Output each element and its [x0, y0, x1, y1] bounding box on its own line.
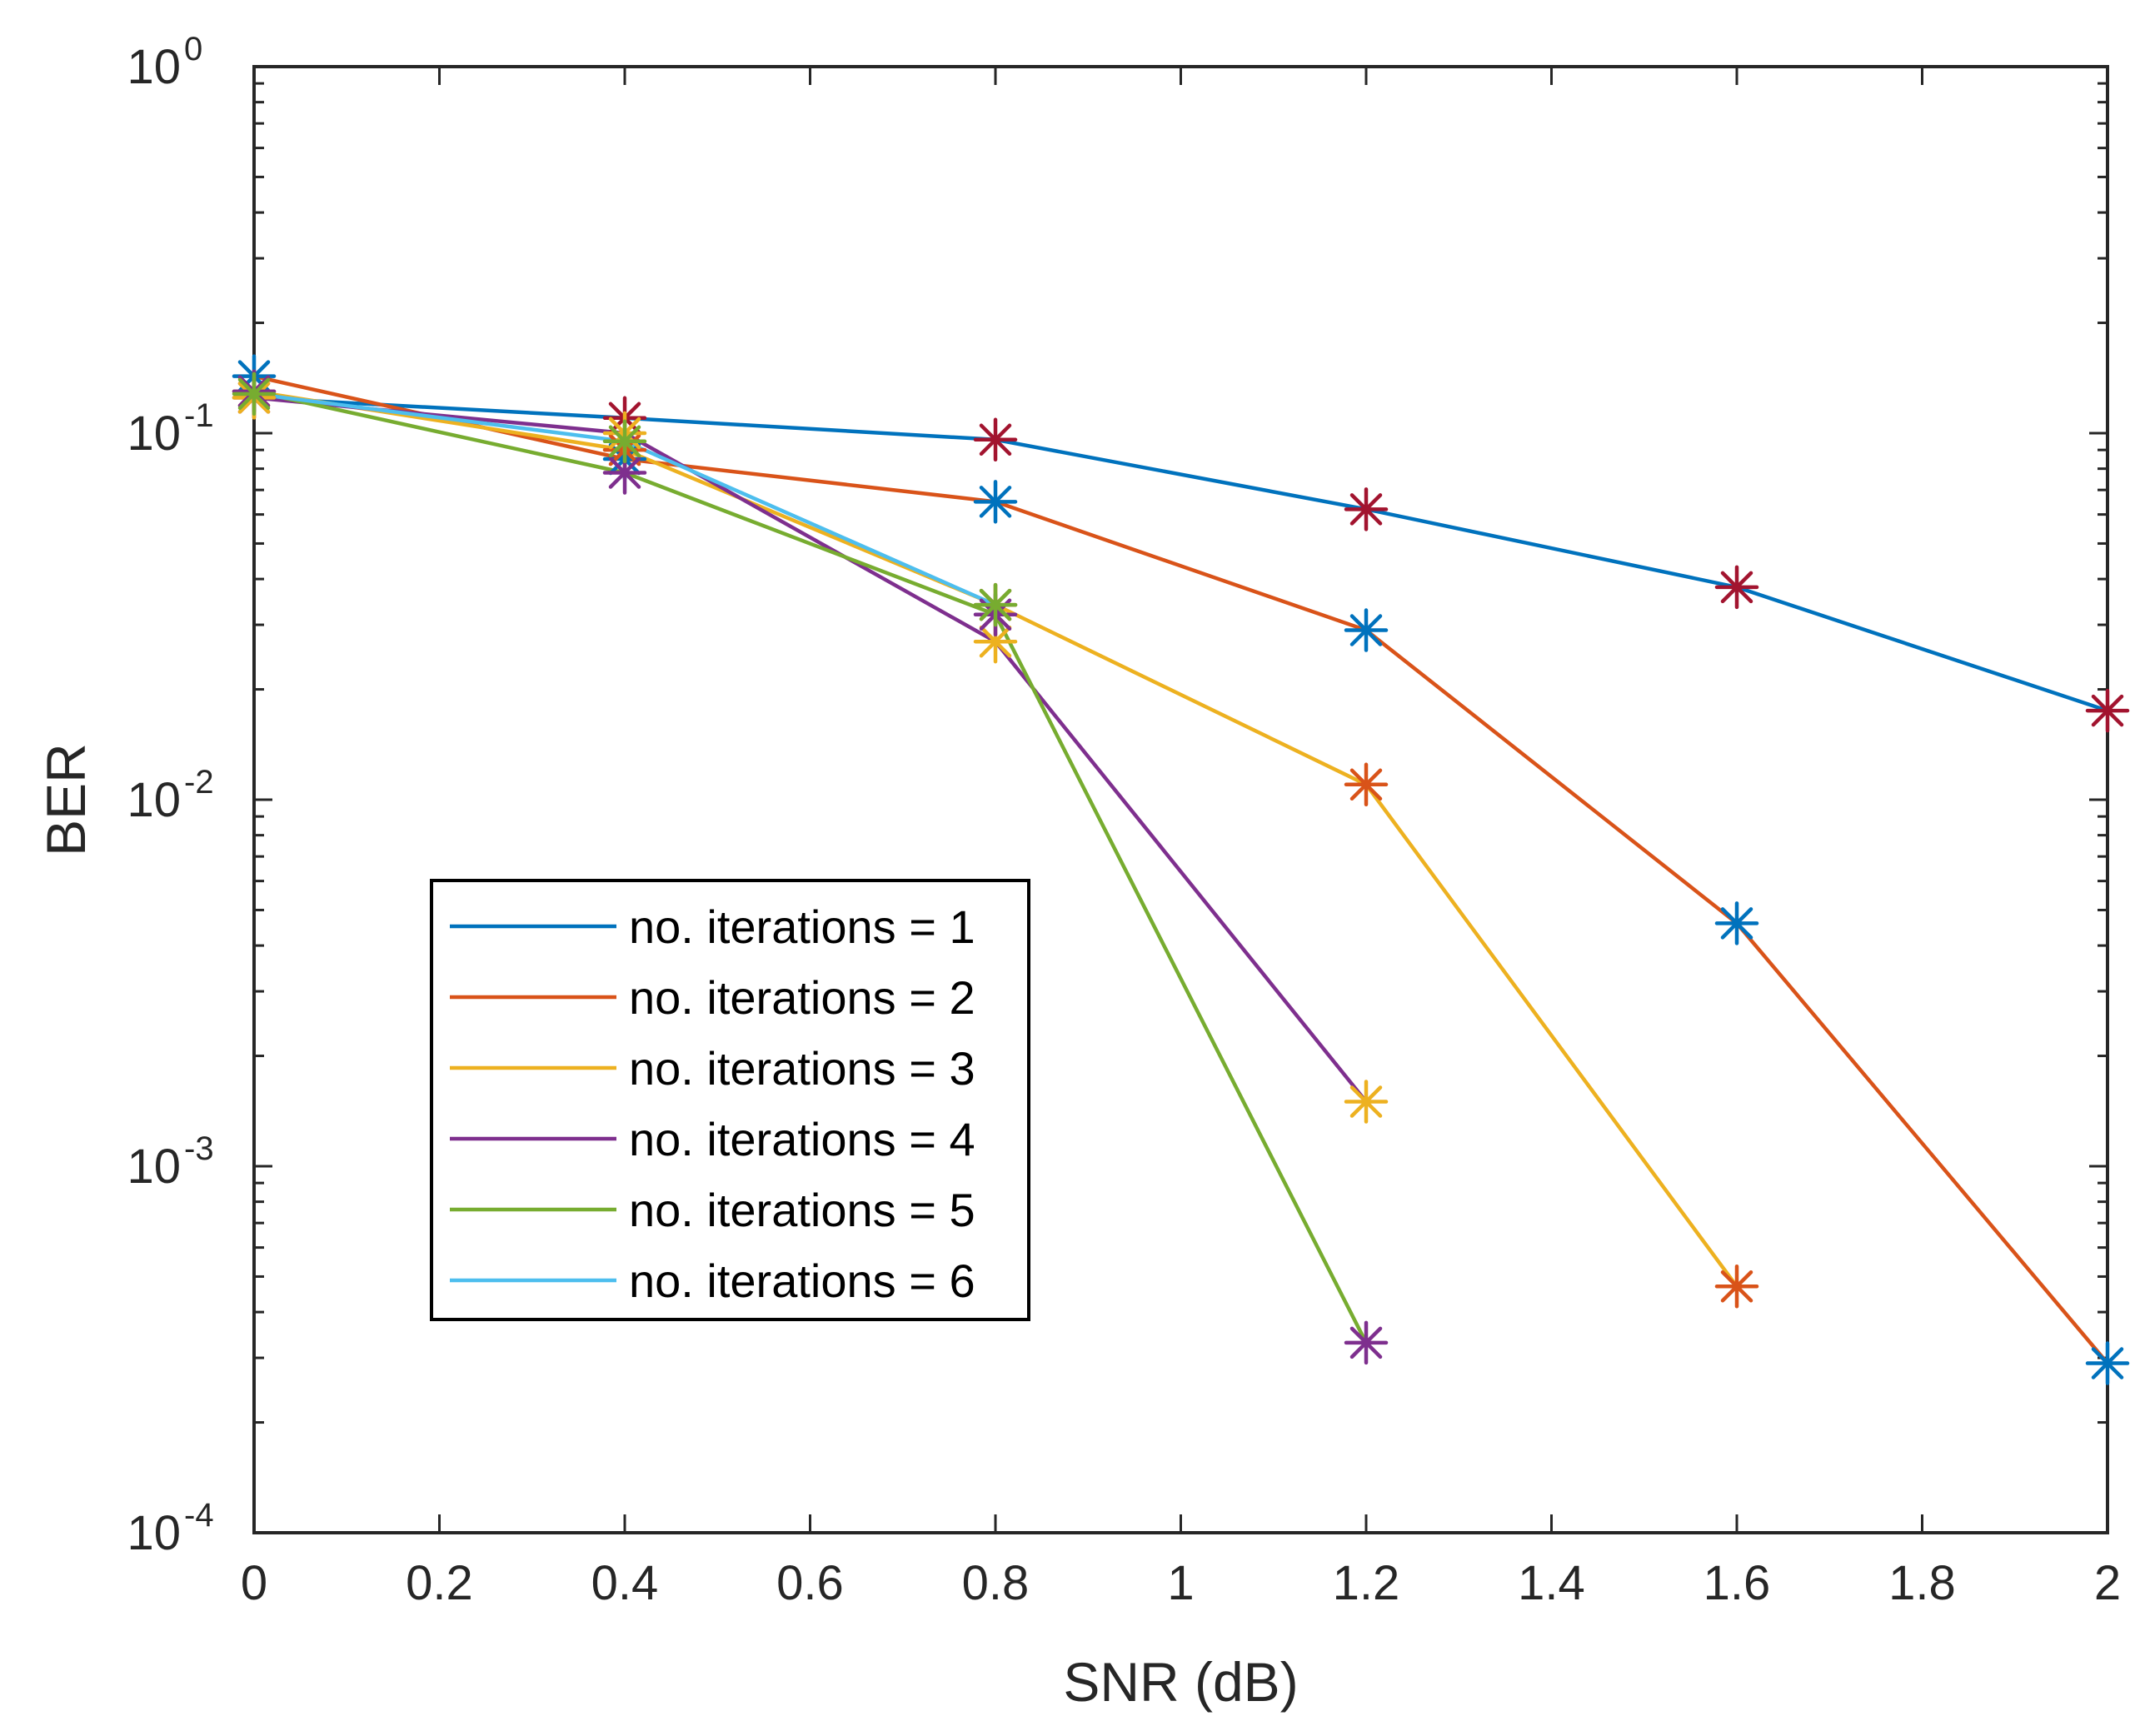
legend-item: no. iterations = 4	[450, 1113, 975, 1165]
legend-label: no. iterations = 4	[629, 1113, 975, 1165]
y-tick-label: 10	[127, 1506, 181, 1560]
x-tick-labels: 0 0.2 0.4 0.6 0.8 1 1.2 1.4 1.6 1.8 2	[241, 1556, 2121, 1610]
x-tick-label: 1.8	[1888, 1556, 1956, 1610]
y-tick-label-exponent: -3	[184, 1130, 214, 1167]
legend-item: no. iterations = 5	[450, 1184, 975, 1236]
y-tick-label: 10	[127, 407, 181, 461]
y-tick-label-exponent: 0	[184, 31, 202, 67]
legend-box	[430, 879, 1030, 1321]
y-tick-label: 10	[127, 40, 181, 94]
legend-label: no. iterations = 1	[629, 900, 975, 953]
data-point-marker	[1714, 565, 1759, 610]
y-tick-label-exponent: -1	[184, 397, 214, 434]
data-point-marker	[973, 582, 1018, 627]
legend-label: no. iterations = 2	[629, 971, 975, 1024]
x-tick-label: 1.6	[1704, 1556, 1771, 1610]
x-tick-label: 0.6	[776, 1556, 844, 1610]
y-tick-label-base: 10	[127, 40, 181, 94]
x-tick-label: 0.8	[962, 1556, 1030, 1610]
data-point-marker	[1344, 762, 1389, 807]
data-point-marker	[2085, 1341, 2130, 1385]
y-tick-label-exponent: -2	[184, 764, 214, 801]
y-tick-label-base: 10	[127, 407, 181, 461]
data-point-marker	[2085, 688, 2130, 733]
data-point-marker	[1344, 1320, 1389, 1365]
x-tick-label: 1.4	[1518, 1556, 1585, 1610]
y-tick-label-base: 10	[127, 773, 181, 827]
y-tick-label-exponent: -4	[184, 1497, 214, 1534]
series-line-1	[253, 396, 2108, 713]
legend-label: no. iterations = 5	[629, 1184, 975, 1236]
x-axis-title: SNR (dB)	[1063, 1651, 1298, 1713]
data-point-marker	[232, 372, 277, 417]
legend-item: no. iterations = 1	[450, 900, 975, 953]
data-point-marker	[973, 480, 1018, 524]
data-point-marker	[973, 417, 1018, 462]
legend-item: no. iterations = 3	[450, 1042, 975, 1095]
legend-item: no. iterations = 6	[450, 1255, 975, 1307]
series-line-4	[253, 396, 1368, 1103]
y-tick-label: 10	[127, 1140, 181, 1194]
y-tick-label-base: 10	[127, 1506, 181, 1560]
x-tick-label: 1	[1167, 1556, 1194, 1610]
x-tick-label: 0.2	[406, 1556, 473, 1610]
series-line-5	[253, 389, 1369, 1344]
x-tick-label: 2	[2094, 1556, 2121, 1610]
data-point-marker	[1344, 608, 1389, 652]
x-tick-label: 0.4	[591, 1556, 659, 1610]
tick-marks	[252, 65, 2109, 1534]
data-point-marker	[602, 419, 647, 464]
legend-label: no. iterations = 3	[629, 1042, 975, 1095]
x-tick-label: 0	[241, 1556, 267, 1610]
legend-label: no. iterations = 6	[629, 1255, 975, 1307]
legend-item: no. iterations = 2	[450, 971, 975, 1024]
x-tick-label: 1.2	[1333, 1556, 1400, 1610]
data-point-marker	[1714, 1265, 1759, 1309]
data-point-marker	[1344, 1080, 1389, 1124]
data-point-marker	[1714, 901, 1759, 945]
series-markers	[232, 354, 2130, 1385]
legend: no. iterations = 1 no. iterations = 2 no. …	[430, 879, 1030, 1321]
y-tick-label: 10	[127, 773, 181, 827]
y-axis-title: BER	[35, 743, 97, 856]
series-line-2	[253, 374, 2109, 1364]
data-point-marker	[1344, 487, 1389, 531]
y-tick-label-base: 10	[127, 1140, 181, 1194]
